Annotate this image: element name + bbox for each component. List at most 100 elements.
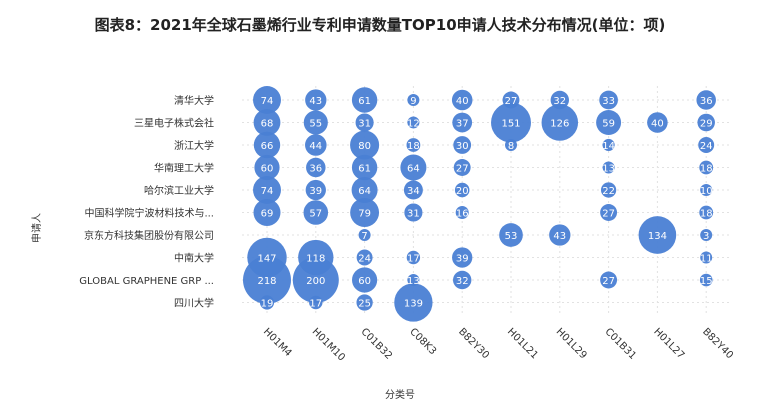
bubble — [700, 229, 713, 241]
bubble-value-label: 74 — [261, 96, 274, 107]
bubble-value-label: 44 — [309, 141, 322, 152]
bubble — [453, 270, 472, 290]
x-tick-label: C01B31 — [602, 326, 638, 362]
bubble — [350, 130, 380, 160]
bubble-value-label: 9 — [410, 96, 416, 107]
chart-title: 图表8：2021年全球石墨烯行业专利申请数量TOP10申请人技术分布情况(单位：… — [94, 16, 666, 34]
bubble — [602, 161, 615, 174]
y-tick-label: 三星电子株式会社 — [134, 117, 214, 130]
bubble-value-label: 66 — [261, 141, 274, 152]
bubble-value-label: 39 — [309, 186, 322, 197]
y-tick-label: 浙江大学 — [174, 139, 214, 152]
y-tick-label: 中国科学院宁波材料技术与... — [84, 207, 214, 220]
y-tick-label: 哈尔滨工业大学 — [144, 184, 214, 197]
bubble-value-label: 18 — [700, 164, 713, 175]
x-tick-label: H01L29 — [554, 326, 589, 361]
x-tick-label: H01L27 — [651, 326, 686, 361]
bubble — [394, 283, 433, 322]
bubble — [303, 200, 329, 225]
bubble-value-label: 31 — [358, 119, 371, 130]
bubble-value-label: 30 — [456, 141, 469, 152]
bubble — [549, 224, 571, 246]
bubble — [451, 89, 473, 111]
bubble-value-label: 14 — [602, 141, 615, 152]
bubble-value-label: 18 — [407, 141, 420, 152]
bubble — [355, 113, 374, 132]
bubble-value-label: 118 — [306, 254, 325, 265]
y-tick-label: 中南大学 — [174, 252, 214, 265]
bubble — [253, 131, 281, 159]
bubble — [407, 94, 420, 106]
bubble — [698, 137, 715, 153]
y-tick-label: GLOBAL GRAPHENE GRP ... — [79, 276, 214, 287]
bubble-value-label: 68 — [261, 119, 274, 130]
bubble-value-label: 147 — [257, 254, 276, 265]
bubble-value-label: 37 — [456, 119, 469, 130]
bubble — [600, 271, 618, 289]
bubble — [406, 250, 421, 265]
bubble — [550, 90, 569, 110]
bubble — [491, 102, 531, 143]
bubble-value-label: 34 — [407, 186, 420, 197]
bubble — [247, 237, 287, 278]
bubble — [696, 90, 716, 110]
bubble-value-label: 32 — [456, 276, 469, 287]
bubble — [453, 159, 471, 176]
bubble-value-label: 36 — [309, 164, 322, 175]
bubble — [407, 274, 420, 286]
bubble-value-label: 39 — [456, 254, 469, 265]
bubble — [253, 176, 281, 204]
bubble — [700, 184, 713, 196]
bubble-value-label: 79 — [358, 209, 371, 220]
bubble — [253, 109, 281, 136]
bubble — [499, 223, 523, 247]
bubble — [305, 134, 327, 156]
bubble — [356, 249, 373, 266]
bubble — [455, 205, 469, 220]
bubble-value-label: 134 — [648, 231, 667, 242]
x-tick-label: B82Y30 — [456, 326, 491, 361]
bubble-value-label: 40 — [651, 119, 664, 130]
bubble — [404, 203, 423, 222]
bubble — [454, 182, 470, 198]
bubble-value-label: 8 — [508, 141, 514, 152]
bubble — [453, 136, 472, 154]
bubble-value-label: 17 — [407, 254, 420, 265]
bubble-value-label: 24 — [358, 254, 371, 265]
bubble-value-label: 151 — [501, 119, 520, 130]
bubble-value-label: 13 — [602, 164, 615, 175]
bubble-value-label: 27 — [602, 276, 615, 287]
bubble-value-label: 13 — [407, 276, 420, 287]
bubble — [638, 216, 677, 254]
bubble — [351, 176, 378, 204]
bubble — [700, 251, 713, 264]
bubble-value-label: 31 — [407, 209, 420, 220]
bubble-value-label: 43 — [553, 231, 566, 242]
bubble-value-label: 27 — [456, 164, 469, 175]
bubble-value-label: 74 — [261, 186, 274, 197]
bubble — [305, 89, 327, 111]
bubble — [407, 116, 420, 129]
bubble — [502, 91, 520, 109]
bubble-value-label: 32 — [553, 96, 566, 107]
bubble — [350, 198, 380, 227]
bubble — [452, 112, 473, 133]
bubble-value-label: 200 — [306, 276, 325, 287]
bubble — [452, 247, 473, 268]
bubble — [306, 157, 326, 178]
bubble-value-label: 69 — [261, 209, 274, 220]
bubble — [541, 104, 579, 141]
bubble — [699, 205, 714, 220]
bubble-value-label: 19 — [261, 299, 274, 310]
y-tick-label: 四川大学 — [174, 297, 214, 310]
bubble-value-label: 27 — [505, 96, 518, 107]
y-tick-label: 华南理工大学 — [154, 162, 214, 175]
bubble-value-label: 59 — [602, 119, 615, 130]
bubble — [406, 138, 421, 152]
bubble-value-label: 16 — [456, 209, 469, 220]
bubble — [403, 180, 423, 200]
bubble-value-label: 7 — [361, 231, 367, 242]
bubble-value-label: 57 — [309, 209, 322, 220]
bubble — [254, 154, 280, 181]
